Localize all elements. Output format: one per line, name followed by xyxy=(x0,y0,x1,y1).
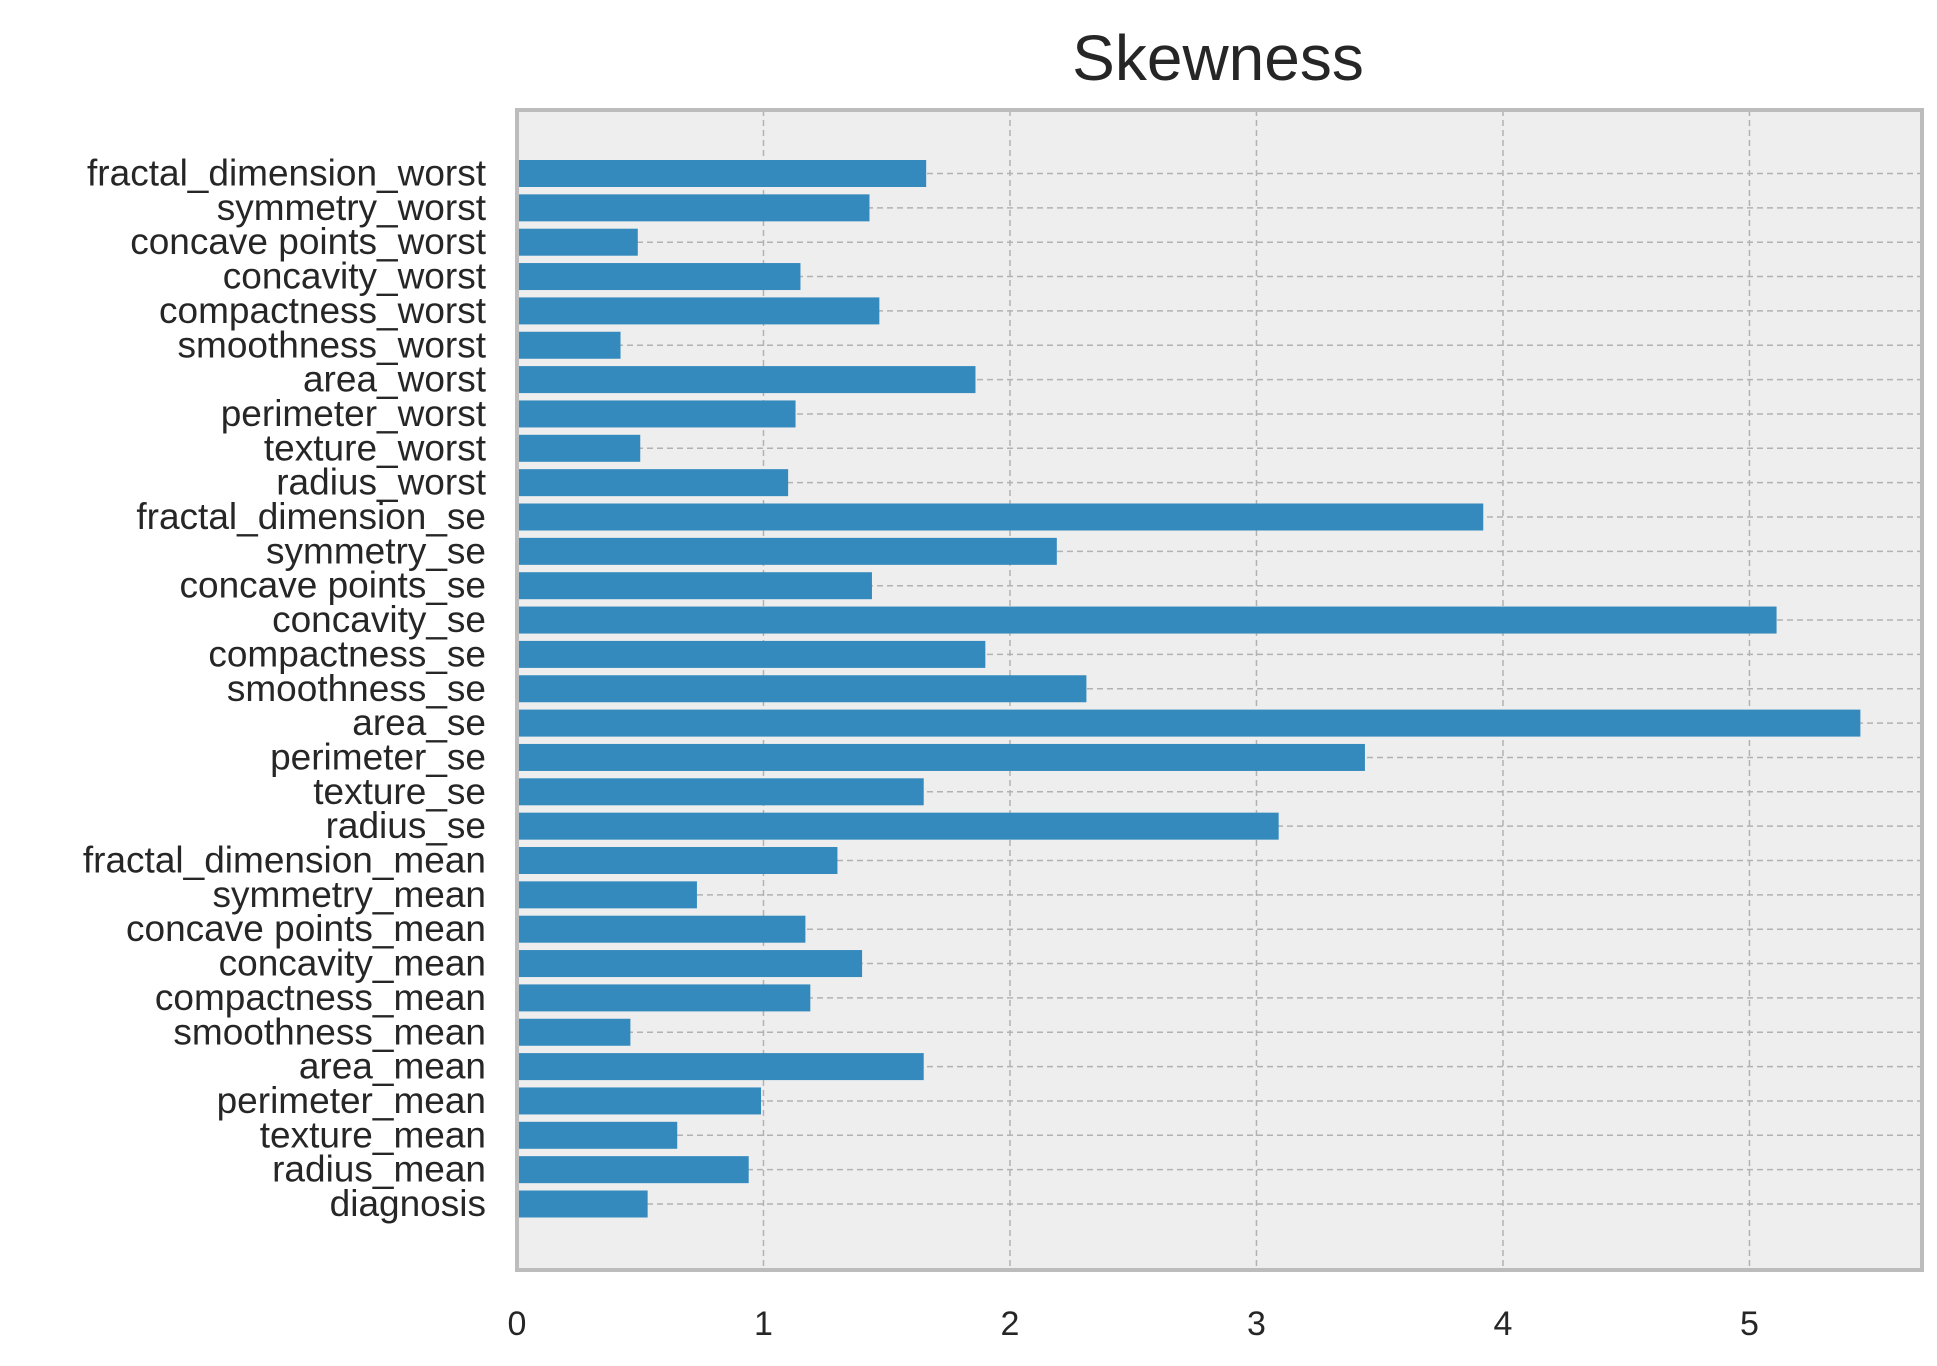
plot-frame xyxy=(515,108,1924,1272)
y-tick-label: texture_mean xyxy=(260,1114,486,1155)
bar-concave-points_mean xyxy=(517,915,806,943)
y-tick-label: compactness_worst xyxy=(159,290,487,331)
chart-title: Skewness xyxy=(1072,22,1364,94)
bar-texture_mean xyxy=(517,1121,678,1149)
y-tick-label: fractal_dimension_worst xyxy=(87,153,487,194)
y-tick-label: symmetry_worst xyxy=(217,187,487,228)
bar-smoothness_se xyxy=(517,675,1087,703)
y-tick-label: fractal_dimension_se xyxy=(136,496,486,537)
bar-compactness_mean xyxy=(517,984,811,1012)
bar-perimeter_se xyxy=(517,743,1365,771)
bar-area_se xyxy=(517,709,1861,737)
bar-smoothness_worst xyxy=(517,331,621,359)
bar-fractal_dimension_mean xyxy=(517,847,838,874)
bar-layer xyxy=(517,160,1861,1218)
y-tick-label: concave points_se xyxy=(180,565,486,606)
y-tick-label: area_worst xyxy=(303,359,487,400)
bar-compactness_worst xyxy=(517,297,880,325)
bar-diagnosis xyxy=(517,1190,648,1218)
y-tick-label: radius_mean xyxy=(272,1149,486,1190)
x-tick-label: 3 xyxy=(1247,1305,1266,1343)
y-tick-label: diagnosis xyxy=(330,1183,486,1224)
bar-area_worst xyxy=(517,366,976,394)
y-tick-label: symmetry_mean xyxy=(213,874,486,915)
y-tick-label: area_se xyxy=(352,702,486,743)
y-tick-label: perimeter_mean xyxy=(217,1080,486,1121)
y-tick-label: radius_worst xyxy=(276,462,486,503)
bar-fractal_dimension_se xyxy=(517,503,1484,531)
x-tick-label: 5 xyxy=(1740,1305,1759,1343)
bar-perimeter_mean xyxy=(517,1087,762,1115)
y-tick-label: radius_se xyxy=(326,805,486,846)
bar-texture_worst xyxy=(517,434,641,462)
y-tick-label: fractal_dimension_mean xyxy=(83,840,486,881)
x-tick-label: 4 xyxy=(1494,1305,1513,1343)
bar-concavity_se xyxy=(517,606,1777,634)
y-tick-label: texture_worst xyxy=(264,427,487,468)
bar-area_mean xyxy=(517,1053,924,1081)
bar-smoothness_mean xyxy=(517,1018,631,1046)
bar-fractal_dimension_worst xyxy=(517,160,927,187)
bar-concave-points_worst xyxy=(517,228,638,256)
bar-symmetry_mean xyxy=(517,881,697,909)
y-tick-label: smoothness_se xyxy=(227,668,486,709)
bar-concavity_mean xyxy=(517,950,863,978)
y-tick-label: perimeter_worst xyxy=(221,393,487,434)
y-tick-label: perimeter_se xyxy=(270,736,486,777)
bar-symmetry_worst xyxy=(517,194,870,222)
x-tick-labels: 0 1 2 3 4 5 xyxy=(508,1305,1759,1343)
y-tick-label: compactness_se xyxy=(208,633,486,674)
bar-concave-points_se xyxy=(517,572,872,600)
y-tick-label: concavity_se xyxy=(272,599,486,640)
x-tick-label: 1 xyxy=(754,1305,773,1343)
y-tick-labels: diagnosisradius_meantexture_meanperimete… xyxy=(83,153,487,1225)
bar-perimeter_worst xyxy=(517,400,796,428)
bar-radius_mean xyxy=(517,1156,749,1184)
bar-concavity_worst xyxy=(517,263,801,291)
y-tick-label: concave points_worst xyxy=(130,221,487,262)
y-tick-label: smoothness_worst xyxy=(178,324,487,365)
bar-compactness_se xyxy=(517,640,986,668)
y-tick-label: concavity_mean xyxy=(219,943,486,984)
bar-radius_worst xyxy=(517,469,789,497)
bar-texture_se xyxy=(517,778,924,806)
y-tick-label: texture_se xyxy=(313,771,486,812)
bar-symmetry_se xyxy=(517,537,1057,565)
x-tick-label: 0 xyxy=(508,1305,527,1343)
y-tick-label: area_mean xyxy=(299,1046,486,1087)
bar-radius_se xyxy=(517,812,1279,840)
y-tick-label: compactness_mean xyxy=(155,977,486,1018)
y-tick-label: symmetry_se xyxy=(266,530,486,571)
y-tick-label: concave points_mean xyxy=(126,908,486,949)
x-tick-label: 2 xyxy=(1001,1305,1020,1343)
y-tick-label: smoothness_mean xyxy=(173,1011,486,1052)
y-tick-label: concavity_worst xyxy=(223,256,487,297)
